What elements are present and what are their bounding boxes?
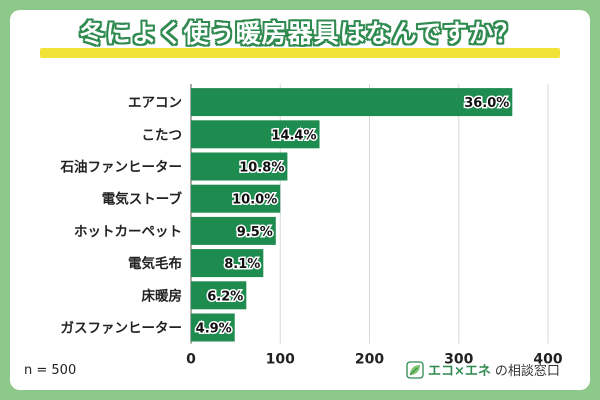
bar: [191, 313, 235, 342]
brand-name-highlight: エコ×エネ: [428, 364, 491, 379]
x-tick-label: 200: [355, 352, 384, 368]
bar: [191, 184, 281, 213]
bar: [191, 281, 247, 310]
x-tick-label: 100: [266, 352, 295, 368]
data-label: 14.4%: [271, 128, 316, 143]
bar: [191, 88, 513, 117]
leaf-icon: [406, 360, 424, 379]
x-tick-label: 0: [186, 352, 196, 368]
x-tick-label: 300: [444, 352, 473, 368]
category-label: エアコン: [128, 95, 182, 111]
brand-logo: エコ×エネ の相談窓口: [406, 360, 560, 379]
data-label: 9.5%: [237, 225, 273, 240]
bar: [191, 152, 288, 181]
bar: [191, 216, 276, 245]
title-highlight: [40, 48, 560, 58]
category-label: ガスファンヒーター: [61, 321, 183, 337]
category-label: こたつ: [142, 127, 183, 143]
data-label: 6.2%: [207, 289, 243, 304]
data-label: 36.0%: [464, 96, 509, 111]
bar: [191, 249, 264, 278]
data-label: 8.1%: [224, 257, 260, 272]
data-label: 10.8%: [239, 161, 284, 176]
category-label: 電気ストーブ: [102, 191, 183, 208]
chart-card: [10, 10, 590, 390]
x-tick-label: 400: [533, 352, 562, 368]
category-label: 電気毛布: [128, 255, 182, 272]
data-label: 10.0%: [232, 193, 277, 208]
sample-size-note: n = 500: [24, 363, 77, 378]
category-label: 床暖房: [142, 287, 183, 304]
data-label: 4.9%: [196, 322, 232, 337]
brand-name-rest: の相談窓口: [494, 364, 560, 379]
category-label: 石油ファンヒーター: [60, 159, 183, 176]
category-label: ホットカーペット: [74, 224, 182, 240]
bar: [191, 120, 320, 149]
chart-title: 冬によく使う暖房器具はなんですか？: [79, 19, 521, 48]
title-wrap: 冬によく使う暖房器具はなんですか？: [0, 14, 600, 50]
